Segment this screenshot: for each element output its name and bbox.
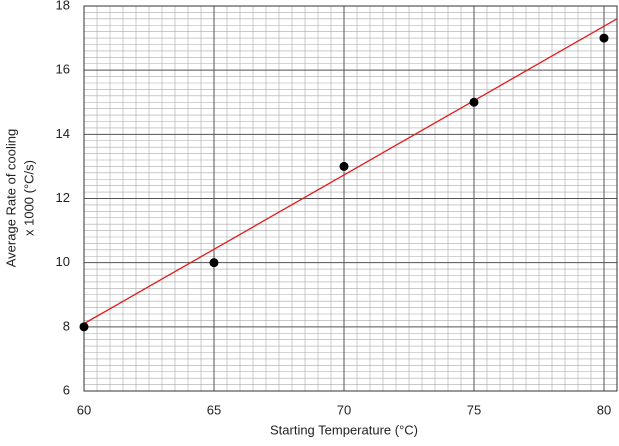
data-point [469,97,479,107]
y-tick-label: 14 [56,126,70,141]
x-tick-label: 60 [77,402,91,417]
plot-border [83,5,618,392]
y-tick-label: 12 [56,190,70,205]
data-point [79,322,89,332]
y-axis-label: x 1000 (°C/s) [21,160,36,236]
data-point [599,33,609,43]
y-tick-label: 8 [63,318,70,333]
x-tick-label: 70 [337,402,351,417]
x-tick-label: 75 [467,402,481,417]
data-point [209,258,219,268]
y-tick-label: 6 [63,382,70,397]
y-tick-label: 18 [56,0,70,12]
x-tick-label: 65 [207,402,221,417]
y-tick-label: 10 [56,254,70,269]
y-tick-label: 16 [56,62,70,77]
y-axis-label: Average Rate of cooling [3,129,18,268]
data-point [339,161,349,171]
x-axis-label: Starting Temperature (°C) [270,422,418,437]
trend-line [83,18,618,325]
x-tick-label: 80 [597,402,611,417]
